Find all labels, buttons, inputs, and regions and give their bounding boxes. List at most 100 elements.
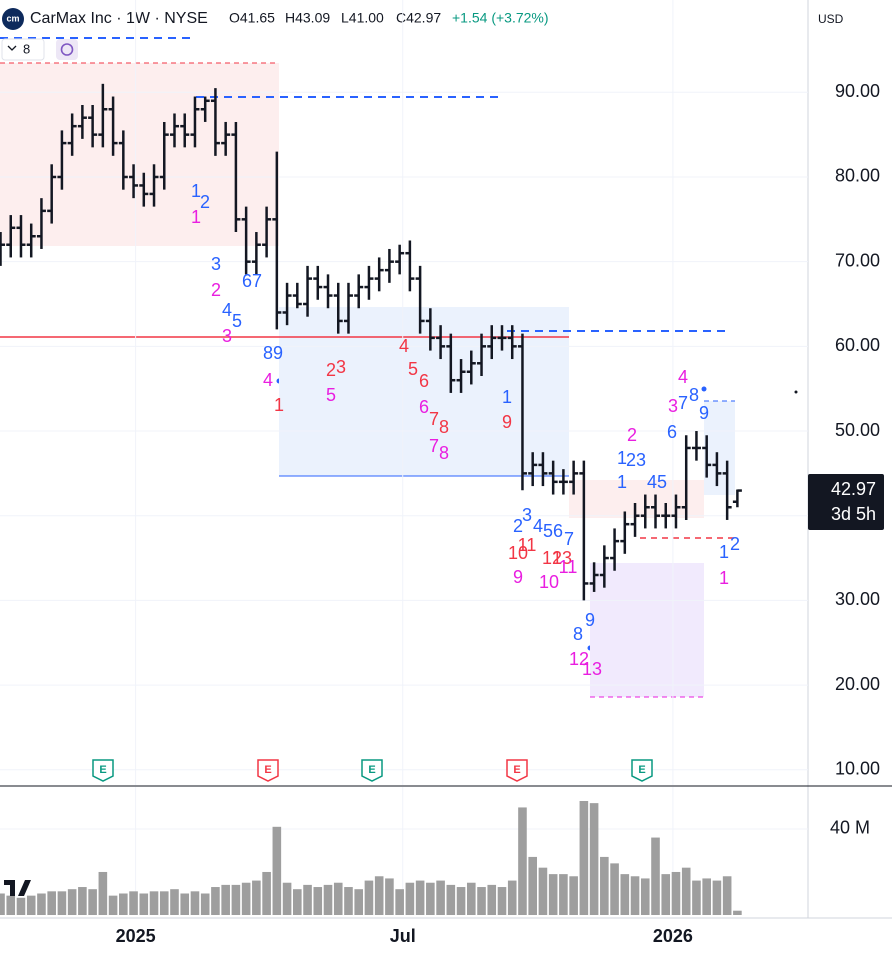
- td-count: 6: [419, 371, 429, 391]
- volume-bar: [733, 910, 742, 915]
- volume-bar: [323, 884, 333, 915]
- volume-bar: [559, 874, 568, 915]
- td-count: 7: [429, 436, 439, 456]
- volume-bar: [589, 803, 599, 915]
- td-count: 1: [191, 181, 201, 201]
- volume-bar: [692, 880, 701, 915]
- vol-tick-label: 40 M: [830, 818, 870, 838]
- volume-bar: [651, 837, 660, 915]
- zone: [279, 307, 569, 476]
- volume-bar: [272, 826, 282, 915]
- td-count: 2: [211, 280, 221, 300]
- td-count: 8: [439, 443, 449, 463]
- volume-bar: [712, 880, 722, 915]
- earnings-label: E: [638, 764, 645, 776]
- dot: [701, 386, 707, 392]
- volume-bar: [67, 889, 77, 915]
- td-count: 3: [522, 505, 532, 525]
- td-count: 10: [539, 572, 559, 592]
- volume-bar: [354, 889, 364, 915]
- header-high: H43.09: [285, 10, 330, 26]
- td-count: 4: [263, 370, 273, 390]
- td-count: 23: [626, 450, 646, 470]
- volume-bar: [47, 891, 56, 915]
- volume-bar: [57, 891, 67, 915]
- volume-bar: [364, 880, 374, 915]
- earnings-badge: [631, 759, 653, 782]
- volume-bar: [415, 880, 425, 915]
- volume-bar: [446, 884, 456, 915]
- td-count: 45: [647, 472, 667, 492]
- earnings-badge: [506, 759, 528, 782]
- earnings-label: E: [99, 764, 106, 776]
- volume-bar: [0, 893, 5, 915]
- td-count: 9: [513, 567, 523, 587]
- volume-bar: [344, 887, 353, 915]
- td-count: 12: [569, 649, 589, 669]
- price-label-box: [808, 474, 884, 530]
- td-count: 8: [439, 417, 449, 437]
- volume-bar: [426, 882, 435, 915]
- volume-bar: [119, 893, 128, 915]
- td-count: 7: [564, 529, 574, 549]
- volume-bar: [681, 867, 691, 915]
- volume-bar: [159, 891, 169, 915]
- earnings-label: E: [368, 764, 375, 776]
- td-count: 1: [617, 448, 627, 468]
- volume-bar: [6, 895, 16, 915]
- refresh-button[interactable]: [56, 39, 78, 60]
- volume-bar: [129, 891, 138, 915]
- volume-bar: [548, 874, 558, 915]
- earnings-badge: [361, 759, 383, 782]
- earnings-badge: [257, 759, 279, 782]
- td-count: 6: [553, 521, 563, 541]
- td-count: 1: [617, 472, 627, 492]
- td-count: 1: [719, 568, 729, 588]
- volume-bar: [518, 807, 527, 915]
- x-tick-label: 2025: [116, 926, 156, 946]
- indicator-setting: 8: [23, 41, 30, 56]
- volume-bar: [385, 878, 394, 915]
- td-count: 2: [200, 192, 210, 212]
- tv-logo: [4, 880, 31, 896]
- td-count: 9: [699, 403, 709, 423]
- volume-bar: [579, 800, 589, 915]
- earnings-badge: [92, 759, 114, 782]
- volume-bar: [640, 878, 650, 915]
- td-count: 12: [542, 548, 562, 568]
- header-close: C42.97: [396, 10, 441, 26]
- td-count: 2: [730, 534, 740, 554]
- volume-bar: [170, 889, 179, 915]
- td-count: 6: [419, 397, 429, 417]
- volume-bar: [610, 863, 619, 915]
- volume-bar: [149, 891, 159, 915]
- countdown: 3d 5h: [831, 504, 876, 524]
- volume-bar: [436, 880, 445, 915]
- volume-bar: [262, 871, 271, 915]
- td-count: 5: [408, 359, 418, 379]
- y-tick-label: 10.00: [835, 759, 880, 779]
- volume-bar: [333, 882, 343, 915]
- zone: [590, 563, 704, 697]
- volume-bar: [477, 887, 486, 915]
- td-count: 2: [627, 425, 637, 445]
- volume-bar: [405, 882, 415, 915]
- td-count: 3: [668, 396, 678, 416]
- volume-bar: [630, 876, 640, 915]
- y-tick-label: 20.00: [835, 674, 880, 694]
- y-tick-label: 70.00: [835, 250, 880, 270]
- indicator-toggle[interactable]: [1, 38, 45, 61]
- volume-bar: [190, 891, 200, 915]
- td-count: 3: [336, 357, 346, 377]
- td-count: 4: [678, 367, 688, 387]
- volume-bar: [241, 882, 251, 915]
- volume-bar: [221, 884, 230, 915]
- volume-bar: [252, 880, 261, 915]
- td-count: 11: [518, 535, 537, 555]
- volume-bar: [282, 882, 292, 915]
- volume-bar: [26, 895, 36, 915]
- td-count: 11: [559, 557, 578, 577]
- td-count: 5: [326, 385, 336, 405]
- y-tick-label: 60.00: [835, 335, 880, 355]
